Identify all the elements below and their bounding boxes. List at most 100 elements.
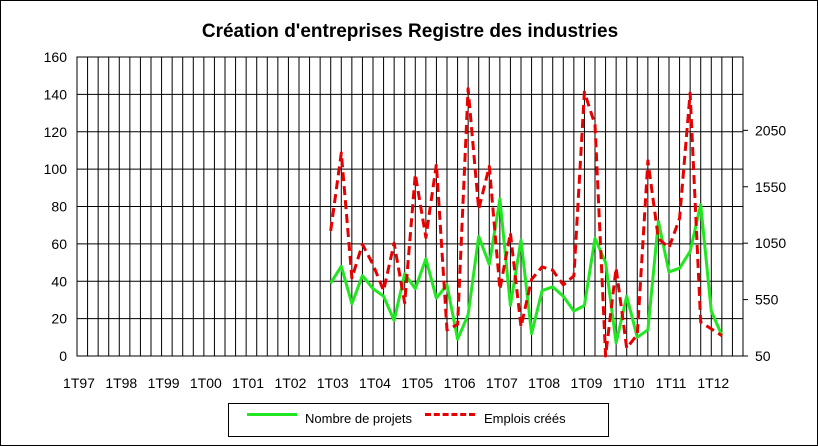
x-tick-label: 1T99 xyxy=(148,375,180,391)
right-tick-label: 1550 xyxy=(755,179,786,195)
x-tick-label: 1T11 xyxy=(656,375,687,391)
x-tick-label: 1T01 xyxy=(232,375,264,391)
point-emplois xyxy=(467,88,469,90)
left-tick-label: 80 xyxy=(51,199,67,215)
point-projets xyxy=(372,288,374,290)
point-projets xyxy=(351,303,353,305)
point-emplois xyxy=(393,242,395,244)
point-emplois xyxy=(351,277,353,279)
left-tick-label: 0 xyxy=(59,348,67,364)
series-line-projets xyxy=(329,197,724,345)
right-tick-label: 1050 xyxy=(755,235,786,251)
point-projets xyxy=(478,235,480,237)
x-tick-label: 1T10 xyxy=(613,375,645,391)
point-projets xyxy=(509,305,511,307)
point-emplois xyxy=(647,160,649,162)
point-emplois xyxy=(636,334,638,336)
point-emplois xyxy=(478,208,480,210)
point-projets xyxy=(330,282,332,284)
point-emplois xyxy=(573,275,575,277)
point-emplois xyxy=(361,243,363,245)
point-emplois xyxy=(562,284,564,286)
point-emplois xyxy=(457,323,459,325)
point-projets xyxy=(626,295,628,297)
x-tick-label: 1T06 xyxy=(444,375,476,391)
point-emplois xyxy=(689,92,691,94)
legend-label-projets: Nombre de projets xyxy=(305,411,412,426)
point-emplois xyxy=(700,321,702,323)
x-tick-label: 1T09 xyxy=(570,375,602,391)
point-projets xyxy=(583,305,585,307)
point-projets xyxy=(647,329,649,331)
point-emplois xyxy=(330,230,332,232)
point-projets xyxy=(435,297,437,299)
right-tick-label: 2050 xyxy=(755,122,786,138)
left-tick-label: 60 xyxy=(51,236,67,252)
left-tick-label: 160 xyxy=(44,49,68,65)
point-projets xyxy=(531,333,533,335)
point-emplois xyxy=(531,278,533,280)
point-projets xyxy=(393,319,395,321)
x-tick-label: 1T03 xyxy=(317,375,349,391)
x-tick-label: 1T05 xyxy=(401,375,433,391)
x-tick-label: 1T12 xyxy=(697,375,729,391)
point-projets xyxy=(594,237,596,239)
x-tick-label: 1T04 xyxy=(359,375,391,391)
point-emplois xyxy=(541,266,543,268)
point-emplois xyxy=(583,91,585,93)
series-line-emplois xyxy=(329,87,723,358)
series-layer xyxy=(329,87,724,358)
legend-swatch-emplois xyxy=(425,413,475,416)
point-emplois xyxy=(509,232,511,234)
point-projets xyxy=(679,267,681,269)
point-emplois xyxy=(605,355,607,357)
point-projets xyxy=(383,295,385,297)
x-tick-label: 1T98 xyxy=(105,375,137,391)
point-emplois xyxy=(594,124,596,126)
left-tick-label: 100 xyxy=(44,161,68,177)
point-emplois xyxy=(657,238,659,240)
point-projets xyxy=(573,310,575,312)
left-tick-label: 20 xyxy=(51,311,67,327)
point-emplois xyxy=(679,217,681,219)
point-emplois xyxy=(383,290,385,292)
point-projets xyxy=(615,342,617,344)
left-tick-label: 140 xyxy=(44,86,68,102)
right-axis: 50 550 1050 1550 2050 xyxy=(743,122,786,364)
left-axis: 0 20 40 60 80 100 120 140 160 xyxy=(44,49,68,364)
x-tick-label: 1T07 xyxy=(486,375,518,391)
point-projets xyxy=(605,262,607,264)
point-emplois xyxy=(488,165,490,167)
gridlines xyxy=(76,56,744,357)
point-projets xyxy=(457,338,459,340)
point-emplois xyxy=(626,347,628,349)
point-projets xyxy=(562,295,564,297)
point-emplois xyxy=(435,163,437,165)
point-projets xyxy=(488,263,490,265)
legend: Nombre de projets Emplois créés xyxy=(228,403,609,437)
x-tick-label: 1T00 xyxy=(190,375,222,391)
point-emplois xyxy=(446,329,448,331)
legend-label-emplois: Emplois créés xyxy=(484,411,566,426)
point-projets xyxy=(499,198,501,200)
point-projets xyxy=(414,288,416,290)
point-projets xyxy=(541,290,543,292)
right-tick-label: 50 xyxy=(755,348,771,364)
point-projets xyxy=(552,286,554,288)
x-tick-label: 1T02 xyxy=(274,375,306,391)
point-projets xyxy=(700,204,702,206)
point-projets xyxy=(689,250,691,252)
point-emplois xyxy=(721,335,723,337)
point-emplois xyxy=(710,328,712,330)
plot-border xyxy=(76,56,744,357)
x-tick-label: 1T97 xyxy=(63,375,95,391)
point-projets xyxy=(668,271,670,273)
point-emplois xyxy=(404,302,406,304)
point-emplois xyxy=(414,173,416,175)
left-tick-label: 40 xyxy=(51,273,67,289)
point-projets xyxy=(636,336,638,338)
point-emplois xyxy=(499,288,501,290)
point-projets xyxy=(340,265,342,267)
